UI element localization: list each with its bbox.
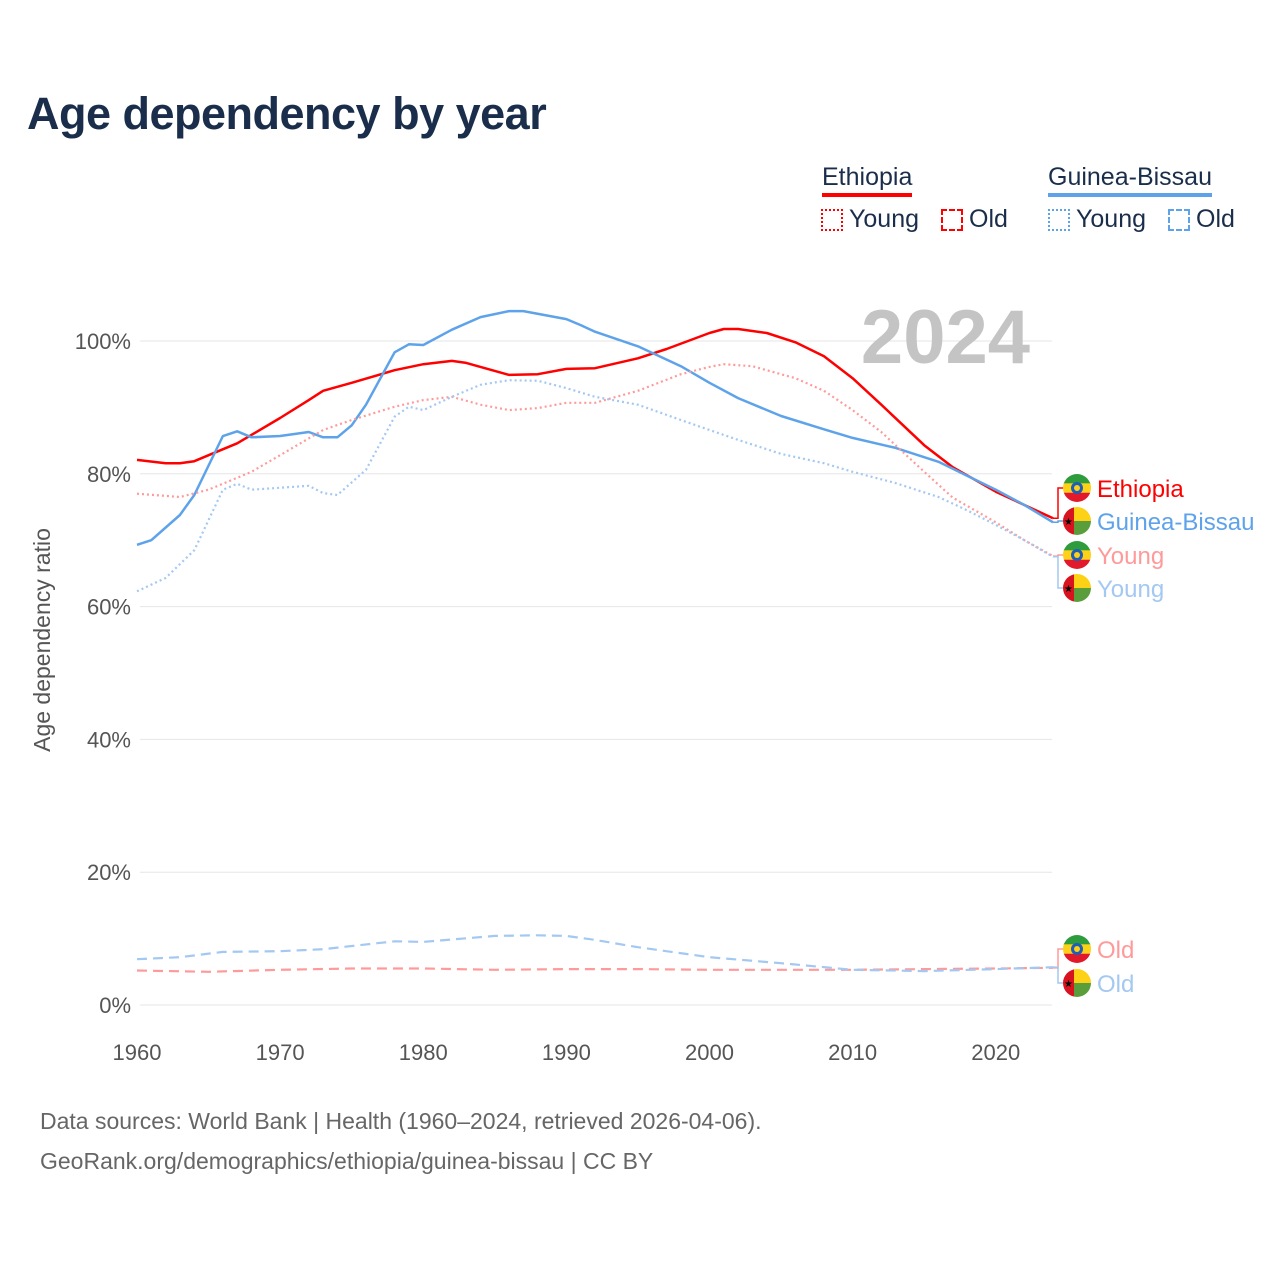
legend-guinea-bissau-young[interactable]: Young [1048, 205, 1146, 234]
series-line-guinea-bissau-young[interactable] [136, 379, 1054, 593]
dotted-swatch-icon [1048, 208, 1070, 231]
y-axis-label: Age dependency ratio [29, 528, 55, 752]
chart-title: Age dependency by year [27, 88, 547, 139]
y-tick-label: 60% [87, 595, 131, 620]
ethiopia-flag-icon [1063, 474, 1091, 503]
x-tick-label: 1980 [399, 1040, 448, 1065]
series-line-guinea-bissau-old[interactable] [136, 934, 1054, 973]
dashed-swatch-icon [1168, 208, 1190, 231]
dashed-swatch-icon [941, 208, 963, 231]
x-tick-label: 2010 [828, 1040, 877, 1065]
year-watermark: 2024 [861, 295, 1030, 380]
y-tick-label: 80% [87, 462, 131, 487]
legend-ethiopia-young[interactable]: Young [821, 205, 919, 234]
source-note: Data sources: World Bank | Health (1960–… [40, 1108, 762, 1134]
legend-label: Young [1076, 205, 1146, 233]
x-tick-label: 1960 [113, 1040, 162, 1065]
y-tick-label: 100% [75, 329, 131, 354]
label-connector [1053, 554, 1064, 557]
label-connector [1053, 966, 1064, 984]
legend-label: Old [1196, 205, 1235, 233]
ethiopia-flag-icon [1063, 935, 1091, 964]
legend-ethiopia-old[interactable]: Old [941, 205, 1008, 234]
end-label: Young [1097, 576, 1164, 603]
legend-label: Old [969, 205, 1008, 233]
legend-label: Young [849, 205, 919, 233]
legend-guinea-bissau[interactable]: Guinea-Bissau [1048, 163, 1212, 197]
end-label: Ethiopia [1097, 476, 1184, 503]
label-connector [1053, 487, 1064, 520]
guinea-bissau-flag-icon [1063, 969, 1091, 997]
end-label: Old [1097, 971, 1134, 998]
legend-ethiopia[interactable]: Ethiopia [822, 163, 913, 197]
guinea-bissau-flag-icon [1063, 507, 1091, 535]
label-connector [1053, 556, 1064, 589]
x-tick-label: 1970 [256, 1040, 305, 1065]
y-tick-label: 20% [87, 860, 131, 885]
series-line-ethiopia[interactable] [136, 327, 1054, 520]
dotted-swatch-icon [821, 208, 843, 231]
y-tick-label: 40% [87, 727, 131, 752]
x-tick-label: 1990 [542, 1040, 591, 1065]
source-url[interactable]: GeoRank.org/demographics/ethiopia/guinea… [40, 1148, 654, 1174]
series-line-guinea-bissau[interactable] [136, 309, 1054, 546]
label-connector [1053, 948, 1064, 969]
end-label: Young [1097, 543, 1164, 570]
ethiopia-flag-icon [1063, 541, 1091, 570]
end-label: Old [1097, 937, 1134, 964]
x-tick-label: 2000 [685, 1040, 734, 1065]
legend-guinea-bissau-old[interactable]: Old [1168, 205, 1235, 234]
series-line-ethiopia-young[interactable] [136, 363, 1054, 558]
label-connector [1053, 520, 1064, 524]
end-label: Guinea-Bissau [1097, 509, 1254, 536]
y-tick-label: 0% [99, 993, 131, 1018]
x-tick-label: 2020 [971, 1040, 1020, 1065]
series-line-ethiopia-old[interactable] [136, 966, 1054, 973]
guinea-bissau-flag-icon [1063, 574, 1091, 602]
